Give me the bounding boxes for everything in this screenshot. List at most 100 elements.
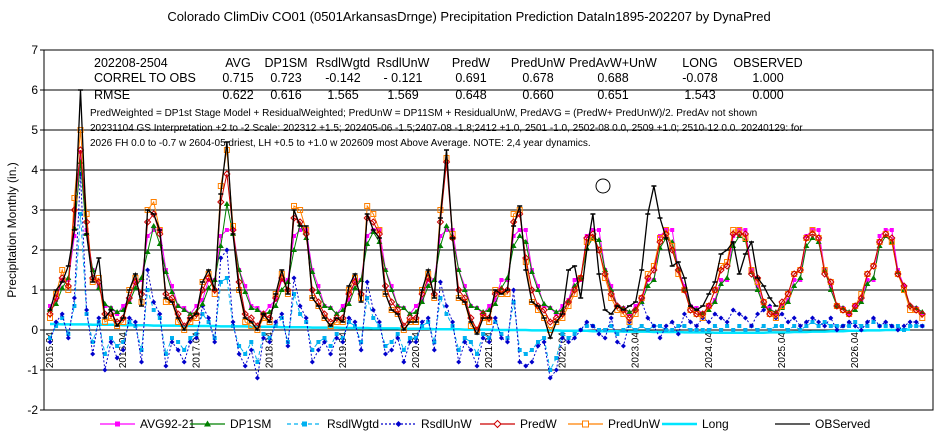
stats-rmse-value: 0.000	[752, 88, 783, 102]
data-point	[242, 363, 248, 369]
data-point	[511, 287, 517, 293]
data-point	[230, 319, 236, 325]
data-point	[119, 314, 127, 322]
legend-item: PredW	[480, 417, 557, 431]
data-point	[900, 282, 908, 290]
data-point	[109, 336, 113, 340]
data-point	[474, 305, 480, 310]
data-point	[487, 304, 492, 308]
data-point	[895, 327, 901, 333]
data-point	[613, 302, 622, 310]
data-point	[333, 311, 340, 316]
data-point	[72, 234, 77, 238]
stats-correl-value: 0.715	[222, 71, 253, 85]
data-point	[857, 294, 866, 302]
data-point	[304, 320, 309, 324]
data-point	[271, 294, 280, 302]
data-point	[791, 315, 797, 321]
data-point	[670, 228, 675, 232]
stats-rmse-value: 0.622	[222, 88, 253, 102]
data-point	[664, 328, 669, 332]
data-point	[200, 312, 205, 316]
data-point	[272, 303, 279, 308]
data-point	[108, 339, 114, 345]
data-point	[65, 287, 72, 293]
data-point	[243, 352, 248, 356]
data-point	[755, 284, 760, 288]
data-point	[609, 324, 614, 328]
legend-label: PredW	[520, 417, 557, 431]
data-point	[864, 319, 870, 325]
data-point	[584, 324, 589, 328]
x-tick-label: 2015.04	[45, 332, 56, 369]
data-point	[790, 270, 798, 278]
data-point	[546, 318, 554, 326]
data-point	[786, 328, 791, 332]
data-point	[851, 302, 859, 310]
data-point	[560, 332, 565, 336]
stats-col-header: LONG	[682, 56, 717, 70]
data-point	[59, 267, 66, 273]
data-point	[279, 316, 284, 320]
y-tick-label: -1	[27, 363, 38, 377]
data-point	[497, 286, 506, 294]
data-point	[718, 315, 724, 321]
data-point	[340, 336, 345, 340]
data-point	[650, 277, 657, 282]
stats-rmse-value: 0.648	[455, 88, 486, 102]
data-point	[194, 332, 199, 336]
data-point	[182, 348, 187, 352]
data-point	[47, 315, 53, 321]
data-point	[121, 304, 126, 308]
data-point	[834, 324, 839, 328]
data-point	[150, 223, 157, 228]
y-tick-label: -2	[27, 403, 38, 417]
data-point	[725, 324, 730, 328]
data-point	[883, 228, 888, 232]
y-tick-label: 3	[31, 203, 38, 217]
data-point	[273, 319, 279, 325]
data-point	[719, 278, 723, 282]
data-point	[181, 359, 187, 365]
data-point	[46, 310, 54, 318]
x-tick-label: 2020.04	[411, 332, 422, 369]
data-point	[705, 302, 713, 310]
data-point	[218, 234, 223, 238]
data-point	[669, 319, 675, 325]
data-point	[132, 319, 138, 325]
legend-item: AVG92-21	[100, 417, 195, 431]
data-point	[206, 278, 211, 282]
data-point	[389, 284, 394, 288]
stats-correl-value: - 0.121	[384, 71, 423, 85]
data-point	[743, 228, 748, 232]
data-point	[346, 315, 352, 321]
data-point	[608, 315, 614, 321]
data-point	[637, 294, 646, 302]
data-point	[442, 158, 451, 166]
data-point	[407, 339, 413, 345]
data-point	[114, 355, 120, 361]
data-point	[291, 275, 297, 281]
data-point	[414, 336, 418, 340]
data-point	[162, 269, 169, 274]
data-point	[47, 339, 53, 345]
data-point	[462, 339, 468, 345]
legend-label: DP1SM	[230, 417, 271, 431]
data-point	[247, 314, 256, 322]
data-point	[711, 286, 719, 294]
data-point	[902, 328, 906, 332]
data-point	[852, 323, 858, 329]
data-point	[906, 302, 914, 310]
data-point	[820, 270, 829, 278]
data-point	[883, 324, 888, 328]
data-point	[621, 328, 626, 332]
data-point	[467, 303, 474, 308]
data-point	[450, 324, 455, 328]
data-point	[590, 323, 596, 329]
data-point	[736, 311, 742, 317]
data-point	[346, 298, 351, 302]
data-point	[143, 218, 152, 226]
data-point	[387, 298, 396, 306]
data-point	[700, 328, 705, 332]
data-point	[212, 336, 217, 340]
